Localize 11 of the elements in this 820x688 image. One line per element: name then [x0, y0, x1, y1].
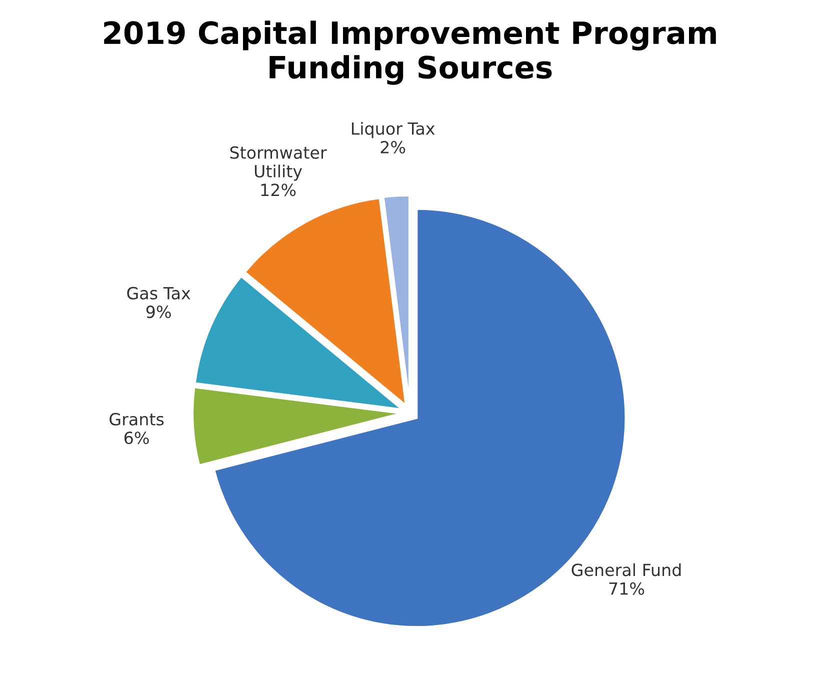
slice-label: Grants	[110, 412, 164, 426]
slice-label: Gas Tax	[127, 286, 190, 300]
data-label: 9%	[146, 306, 171, 318]
slice-label: Liquor Tax	[352, 122, 435, 138]
slice-label: General Fund	[572, 563, 681, 576]
slice-label: Stormwater Utility	[230, 146, 327, 181]
data-label: 2%	[380, 140, 406, 154]
data-label: 71%	[609, 582, 644, 595]
data-label: 12%	[261, 184, 296, 196]
chart-title: 2019 Capital Improvement Program Funding Sources	[104, 20, 716, 85]
data-label: 6%	[124, 432, 149, 444]
